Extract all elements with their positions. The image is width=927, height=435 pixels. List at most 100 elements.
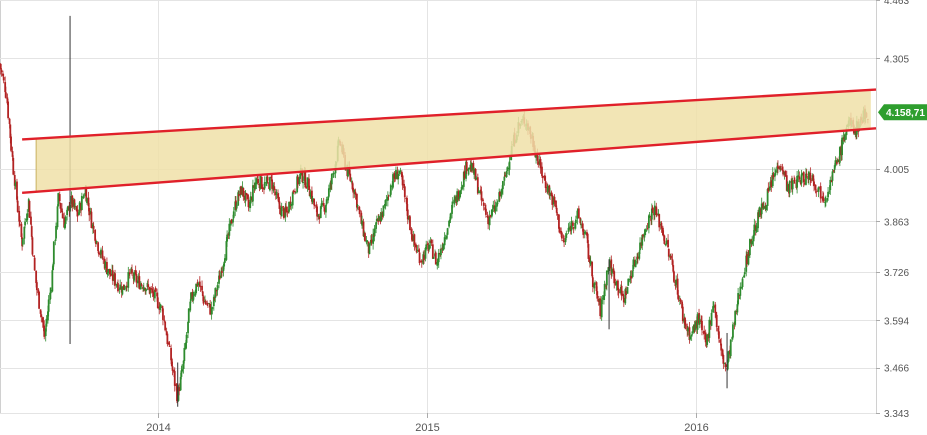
candle-body (444, 237, 447, 239)
candle-body (11, 151, 14, 157)
candle-body (180, 370, 183, 377)
candle-body (451, 204, 453, 214)
y-tick-label: 3.863 (884, 217, 909, 228)
candle-body (624, 289, 627, 304)
candle-body (266, 176, 269, 181)
candle-body (193, 294, 195, 297)
candle-body (162, 308, 164, 320)
candle-body (793, 180, 796, 182)
candle-body (232, 211, 235, 218)
candle-body (133, 271, 136, 281)
candle-body (397, 173, 400, 180)
candle-body (565, 234, 568, 238)
candle-body (184, 342, 187, 349)
candle-body (167, 342, 170, 345)
candle-body (704, 332, 707, 343)
candle-body (472, 162, 475, 174)
candle-body (712, 306, 714, 313)
candle-body (71, 195, 74, 208)
candle-body (732, 324, 734, 338)
candle-body (445, 235, 448, 239)
candle-body (605, 270, 608, 286)
candle-body (38, 291, 40, 309)
candle-body (479, 189, 482, 191)
candle-body (551, 194, 554, 205)
candle-body (277, 198, 280, 202)
candle-body (603, 283, 606, 297)
candle-body (252, 185, 254, 202)
candle-body (362, 221, 365, 237)
candle-body (639, 242, 641, 251)
candle-body (199, 285, 202, 287)
candle-body (760, 203, 763, 215)
candle-body (232, 219, 234, 223)
candle-body (44, 328, 47, 337)
candle-body (2, 77, 5, 81)
candle-body (87, 197, 90, 207)
candle-body (617, 280, 619, 291)
candle-body (121, 286, 124, 295)
candle-body (285, 206, 288, 213)
candle-body (108, 268, 111, 275)
candle-body (360, 212, 363, 224)
candle-body (562, 240, 565, 242)
candle-body (275, 192, 278, 195)
candle-body (0, 63, 2, 70)
candle-body (501, 190, 504, 192)
candle-body (380, 212, 383, 221)
candle-body (706, 334, 709, 345)
axes: 2014 2015 2016 4.463 4.305 4.005 3.863 3.726 3.5… (146, 0, 927, 434)
candle-body (605, 285, 608, 287)
candle-body (136, 280, 139, 284)
candle-body (268, 177, 271, 191)
candle-body (56, 206, 59, 228)
candle-body (718, 331, 720, 339)
candle-body (496, 202, 498, 207)
candle-body (308, 178, 310, 191)
candle-body (496, 202, 499, 204)
candle-body (197, 283, 200, 286)
candle-body (152, 291, 155, 297)
candle-body (807, 171, 810, 180)
candle-body (177, 386, 180, 401)
candle-body (107, 269, 110, 273)
candle-body (564, 238, 567, 243)
candle-body (350, 181, 353, 183)
candle-body (779, 167, 782, 168)
candle-body (553, 196, 556, 203)
candle-body (387, 195, 390, 197)
candle-body (201, 285, 203, 291)
y-tick-label: 3.466 (884, 364, 909, 375)
candle-body (244, 192, 247, 202)
y-tick-label: 4.463 (884, 0, 909, 7)
candle-body (277, 193, 279, 199)
candle-body (720, 343, 723, 351)
candle-body (465, 161, 468, 172)
channel-lower-line (22, 127, 877, 195)
candle-body (459, 190, 462, 198)
candle-body (632, 259, 635, 269)
candle-body (647, 215, 650, 229)
candle-body (122, 284, 125, 290)
candle-body (505, 171, 508, 178)
candle-body (689, 336, 692, 340)
candle-body (109, 273, 112, 277)
candle-body (615, 281, 618, 286)
candle-body (603, 295, 605, 300)
candle-body (42, 322, 45, 328)
candle-body (406, 198, 408, 212)
candle-body (568, 227, 571, 230)
candle-body (736, 304, 739, 313)
candle-body (170, 347, 172, 361)
candle-body (235, 200, 237, 209)
candle-body (223, 258, 226, 263)
candle-body (92, 225, 95, 229)
candle-body (560, 232, 563, 239)
candle-body (758, 207, 761, 217)
candle-body (437, 252, 440, 263)
x-tick-label: 2015 (415, 422, 439, 434)
candle-body (468, 167, 470, 170)
candle-body (52, 241, 55, 265)
candle-body (291, 192, 294, 206)
candle-body (330, 174, 333, 185)
